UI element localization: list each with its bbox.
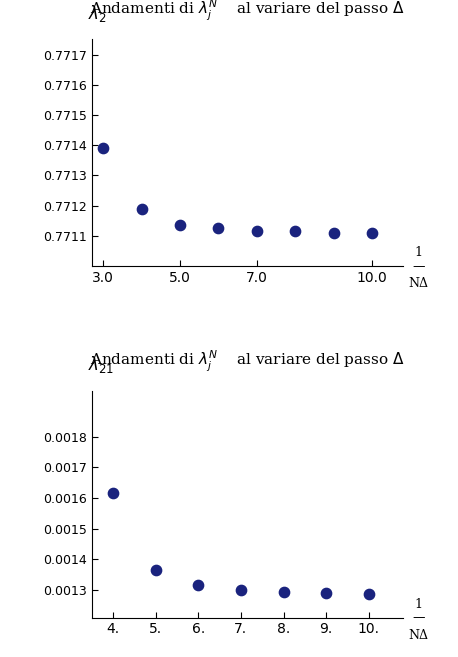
Text: NΔ: NΔ [409, 277, 429, 290]
Point [322, 588, 330, 599]
Text: NΔ: NΔ [409, 629, 429, 642]
Point [292, 226, 299, 237]
Point [237, 585, 245, 595]
Text: 1: 1 [414, 246, 423, 260]
Text: —: — [412, 260, 425, 273]
Point [99, 143, 107, 154]
Title: Andamenti di $\lambda_j^N$    al variare del passo $\Delta$: Andamenti di $\lambda_j^N$ al variare de… [90, 0, 405, 23]
Point [176, 220, 184, 231]
Text: 1: 1 [414, 598, 423, 611]
Text: $\lambda_2$: $\lambda_2$ [88, 3, 107, 24]
Point [215, 223, 222, 234]
Point [152, 565, 159, 576]
Text: —: — [412, 611, 425, 624]
Point [195, 580, 202, 591]
Point [280, 587, 287, 597]
Text: $\lambda_{21}$: $\lambda_{21}$ [88, 354, 115, 375]
Title: Andamenti di $\lambda_j^N$    al variare del passo $\Delta$: Andamenti di $\lambda_j^N$ al variare de… [90, 350, 405, 374]
Point [330, 227, 338, 238]
Point [109, 488, 117, 499]
Point [369, 227, 376, 238]
Point [138, 204, 145, 214]
Point [365, 589, 372, 599]
Point [253, 226, 261, 237]
